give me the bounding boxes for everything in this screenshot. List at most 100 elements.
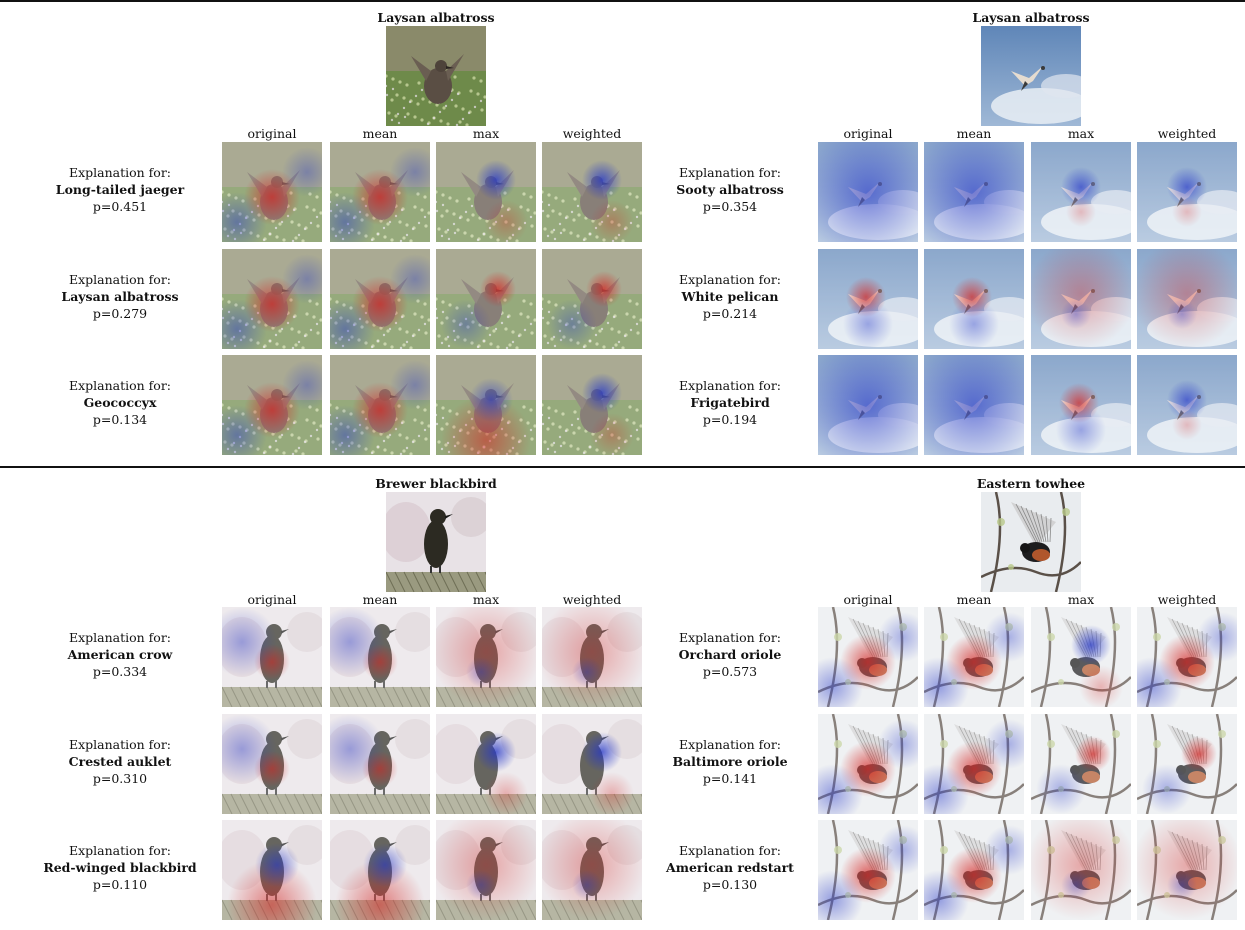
heatmap-max [1031, 355, 1131, 455]
heatmap-max [1031, 607, 1131, 707]
column-header-mean: mean [956, 126, 992, 141]
class-name: Baltimore oriole [672, 754, 788, 769]
class-name: Long-tailed jaeger [55, 182, 185, 197]
heatmap-weighted [542, 249, 642, 349]
panel-title: Eastern towhee [976, 476, 1086, 491]
explanation-label: Explanation for: Crested auklet p=0.310 [20, 736, 220, 787]
heatmap-original [222, 355, 322, 455]
heatmap-weighted [1137, 820, 1237, 920]
heatmap-weighted [1137, 607, 1237, 707]
explanation-label: Explanation for: Sooty albatross p=0.354 [630, 164, 830, 215]
input-image [386, 492, 486, 592]
class-name: Frigatebird [690, 395, 770, 410]
explanation-prefix: Explanation for: [678, 843, 782, 858]
input-image [981, 26, 1081, 126]
explanation-prefix: Explanation for: [678, 630, 782, 645]
heatmap-weighted [542, 714, 642, 814]
class-name: Red-winged blackbird [43, 860, 197, 875]
probability: p=0.573 [702, 664, 758, 679]
column-header-max: max [1067, 126, 1095, 141]
explanation-label: Explanation for: Geococcyx p=0.134 [20, 377, 220, 428]
heatmap-mean [330, 714, 430, 814]
column-header-original: original [843, 126, 893, 141]
heatmap-mean [924, 607, 1024, 707]
column-header-weighted: weighted [1157, 592, 1217, 607]
heatmap-mean [924, 355, 1024, 455]
column-header-original: original [247, 126, 297, 141]
column-header-mean: mean [362, 126, 398, 141]
input-image [981, 492, 1081, 592]
explanation-label: Explanation for: American crow p=0.334 [20, 629, 220, 680]
explanation-prefix: Explanation for: [678, 378, 782, 393]
explanation-prefix: Explanation for: [68, 843, 172, 858]
probability: p=0.334 [92, 664, 148, 679]
heatmap-mean [330, 607, 430, 707]
heatmap-weighted [542, 607, 642, 707]
column-header-mean: mean [956, 592, 992, 607]
heatmap-original [222, 249, 322, 349]
probability: p=0.354 [702, 199, 758, 214]
class-name: White pelican [681, 289, 779, 304]
explanation-label: Explanation for: Laysan albatross p=0.279 [20, 271, 220, 322]
explanation-prefix: Explanation for: [678, 165, 782, 180]
heatmap-max [436, 355, 536, 455]
column-header-mean: mean [362, 592, 398, 607]
heatmap-max [1031, 820, 1131, 920]
heatmap-max [1031, 142, 1131, 242]
input-image [386, 26, 486, 126]
heatmap-max [436, 142, 536, 242]
column-header-weighted: weighted [1157, 126, 1217, 141]
panel-title: Brewer blackbird [375, 476, 497, 491]
column-header-max: max [472, 592, 500, 607]
explanation-prefix: Explanation for: [68, 378, 172, 393]
column-header-weighted: weighted [562, 592, 622, 607]
heatmap-mean [330, 142, 430, 242]
heatmap-max [436, 607, 536, 707]
column-header-max: max [472, 126, 500, 141]
explanation-prefix: Explanation for: [68, 737, 172, 752]
column-header-weighted: weighted [562, 126, 622, 141]
heatmap-original [222, 714, 322, 814]
heatmap-max [1031, 714, 1131, 814]
heatmap-original [818, 820, 918, 920]
top-rule [0, 0, 1245, 2]
column-header-original: original [843, 592, 893, 607]
heatmap-mean [330, 820, 430, 920]
probability: p=0.110 [92, 877, 148, 892]
explanation-prefix: Explanation for: [68, 272, 172, 287]
heatmap-weighted [542, 820, 642, 920]
heatmap-original [818, 607, 918, 707]
explanation-prefix: Explanation for: [68, 165, 172, 180]
class-name: Orchard oriole [678, 647, 782, 662]
class-name: Geococcyx [83, 395, 157, 410]
explanation-prefix: Explanation for: [68, 630, 172, 645]
class-name: Laysan albatross [61, 289, 179, 304]
heatmap-weighted [1137, 249, 1237, 349]
panel-title: Laysan albatross [972, 10, 1090, 25]
column-header-max: max [1067, 592, 1095, 607]
panel-title: Laysan albatross [377, 10, 495, 25]
probability: p=0.130 [702, 877, 758, 892]
heatmap-weighted [1137, 142, 1237, 242]
probability: p=0.194 [702, 412, 758, 427]
heatmap-weighted [1137, 355, 1237, 455]
probability: p=0.279 [92, 306, 148, 321]
heatmap-mean [924, 142, 1024, 242]
explanation-prefix: Explanation for: [678, 272, 782, 287]
heatmap-original [222, 607, 322, 707]
middle-rule [0, 466, 1245, 468]
heatmap-mean [330, 355, 430, 455]
explanation-label: Explanation for: Long-tailed jaeger p=0.45… [20, 164, 220, 215]
explanation-label: Explanation for: American redstart p=0.130 [630, 842, 830, 893]
explanation-label: Explanation for: Orchard oriole p=0.573 [630, 629, 830, 680]
probability: p=0.310 [92, 771, 148, 786]
heatmap-mean [924, 820, 1024, 920]
explanation-prefix: Explanation for: [678, 737, 782, 752]
heatmap-original [222, 820, 322, 920]
explanation-label: Explanation for: Frigatebird p=0.194 [630, 377, 830, 428]
heatmap-mean [924, 249, 1024, 349]
heatmap-original [818, 142, 918, 242]
heatmap-weighted [542, 355, 642, 455]
probability: p=0.141 [702, 771, 758, 786]
explanation-label: Explanation for: Red-winged blackbird p=0.… [20, 842, 220, 893]
